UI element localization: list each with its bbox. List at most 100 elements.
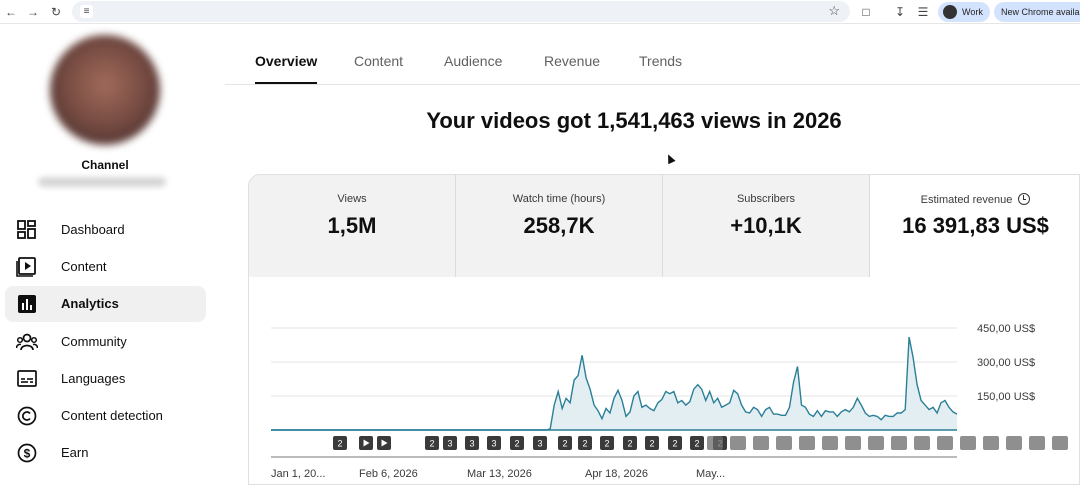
timeline-marker[interactable] (359, 436, 373, 450)
blurred-marker (845, 436, 861, 450)
timeline-marker[interactable]: 3 (533, 436, 547, 450)
sidebar-item-dashboard[interactable]: Dashboard (5, 212, 206, 248)
mouse-cursor (664, 152, 676, 165)
sidebar-item-earn[interactable]: $ Earn (5, 435, 206, 471)
timeline-marker[interactable]: 2 (333, 436, 347, 450)
bookmark-star-icon[interactable]: ☆ (828, 3, 840, 18)
x-tick-label: Jan 1, 20... (271, 468, 325, 480)
timeline-marker[interactable]: 2 (425, 436, 439, 450)
blurred-marker (1029, 436, 1045, 450)
metric-card-revenue[interactable]: Estimated revenue 16 391,83 US$ (870, 175, 1079, 277)
address-bar[interactable]: ≡ ☆ (72, 1, 850, 22)
timeline-marker[interactable]: 2 (578, 436, 592, 450)
community-icon (16, 333, 38, 351)
update-label: New Chrome available (1001, 7, 1080, 17)
metric-value: +10,1K (730, 213, 802, 238)
sidebar-item-label: Dashboard (61, 222, 125, 237)
content-icon (16, 257, 36, 277)
analytics-icon (18, 295, 36, 313)
metric-value: 258,7K (523, 213, 595, 238)
timeline-marker[interactable]: 2 (558, 436, 572, 450)
timeline-marker[interactable]: 2 (600, 436, 614, 450)
marker-count: 2 (627, 439, 632, 449)
y-tick-label: 300,00 US$ (977, 357, 1035, 369)
sidebar-item-label: Community (61, 334, 127, 349)
timeline-marker[interactable]: 2 (668, 436, 682, 450)
marker-count: 3 (491, 439, 496, 449)
y-tick-label: 450,00 US$ (977, 323, 1035, 335)
x-tick-label: May... (696, 468, 725, 480)
metric-card-subscribers[interactable]: Subscribers +10,1K (663, 175, 870, 277)
tab-overview[interactable]: Overview (255, 53, 318, 84)
timeline-marker[interactable]: 3 (465, 436, 479, 450)
blurred-marker (707, 436, 723, 450)
play-icon (381, 439, 388, 447)
sidebar-item-content-detection[interactable]: Content detection (5, 398, 206, 434)
metric-card-watch-time[interactable]: Watch time (hours) 258,7K (456, 175, 663, 277)
extensions-icon[interactable]: □ (862, 5, 870, 19)
metric-value: 1,5M (327, 213, 377, 238)
profile-label: Work (962, 7, 983, 17)
metric-card-views[interactable]: Views 1,5M (249, 175, 456, 277)
blurred-marker (960, 436, 976, 450)
reload-icon[interactable]: ↻ (50, 5, 62, 19)
marker-count: 2 (337, 439, 342, 449)
timeline-marker[interactable]: 3 (443, 436, 457, 450)
marker-count: 2 (582, 439, 587, 449)
blurred-marker (891, 436, 907, 450)
metric-label: Estimated revenue (870, 193, 1079, 206)
play-icon (363, 439, 370, 447)
sidebar: Channel Dashboard Content Analytics (0, 25, 225, 485)
y-tick-label: 150,00 US$ (977, 391, 1035, 403)
download-icon[interactable]: ↧ (894, 5, 906, 19)
tab-audience[interactable]: Audience (444, 53, 503, 69)
metric-label: Views (337, 193, 367, 205)
forward-icon[interactable]: → (27, 5, 39, 19)
blurred-marker (1052, 436, 1068, 450)
timeline-marker[interactable]: 2 (690, 436, 704, 450)
blurred-marker (799, 436, 815, 450)
sidebar-item-label: Content (61, 259, 107, 274)
profile-avatar (943, 5, 957, 19)
timeline-marker[interactable]: 2 (623, 436, 637, 450)
sidebar-item-content[interactable]: Content (5, 249, 206, 285)
timeline-marker[interactable]: 2 (645, 436, 659, 450)
blurred-marker (868, 436, 884, 450)
sidebar-item-label: Earn (61, 445, 89, 460)
tab-revenue[interactable]: Revenue (544, 53, 601, 69)
marker-count: 2 (604, 439, 609, 449)
tab-trends[interactable]: Trends (639, 53, 683, 69)
clock-icon[interactable] (1018, 193, 1031, 205)
sidebar-item-community[interactable]: Community (5, 324, 206, 360)
revenue-chart[interactable]: 450,00 US$ 300,00 US$ 150,00 US$ 2 2 3 3 3 2 3 2 2 2… (249, 175, 1080, 485)
marker-count: 3 (447, 439, 452, 449)
blurred-marker (776, 436, 792, 450)
timeline-marker[interactable]: 2 (510, 436, 524, 450)
page-headline: Your videos got 1,541,463 views in 2026 (426, 108, 842, 133)
metric-label: Subscribers (736, 193, 796, 205)
dollar-icon: $ (17, 443, 37, 463)
channel-avatar[interactable] (50, 35, 160, 145)
blurred-marker (1006, 436, 1022, 450)
update-chrome-chip[interactable]: New Chrome available (994, 2, 1080, 22)
back-icon[interactable]: ← (5, 5, 17, 19)
sidebar-item-analytics[interactable]: Analytics (5, 286, 206, 322)
series-area (271, 337, 957, 430)
channel-name: Channel (81, 158, 129, 172)
sidebar-item-languages[interactable]: Languages (5, 361, 206, 397)
timeline-marker[interactable]: 3 (487, 436, 501, 450)
metric-value: 16 391,83 US$ (902, 213, 1049, 238)
profile-chip[interactable]: Work (938, 2, 990, 22)
site-settings-icon[interactable]: ≡ (80, 5, 93, 18)
metrics-panel: Views 1,5M Watch time (hours) 258,7K Sub… (248, 174, 1080, 485)
blurred-marker (937, 436, 953, 450)
blurred-marker (730, 436, 746, 450)
timeline-marker[interactable] (377, 436, 391, 450)
tab-content[interactable]: Content (354, 53, 404, 69)
marker-count: 2 (429, 439, 434, 449)
media-icon[interactable]: ☰ (917, 5, 929, 19)
blurred-marker (914, 436, 930, 450)
browser-toolbar: ← → ↻ ≡ ☆ □ ↧ ☰ Work New Chrome availabl… (0, 0, 1080, 24)
analytics-tabs: Overview Content Audience Revenue Trends (225, 25, 1080, 85)
blurred-marker (983, 436, 999, 450)
